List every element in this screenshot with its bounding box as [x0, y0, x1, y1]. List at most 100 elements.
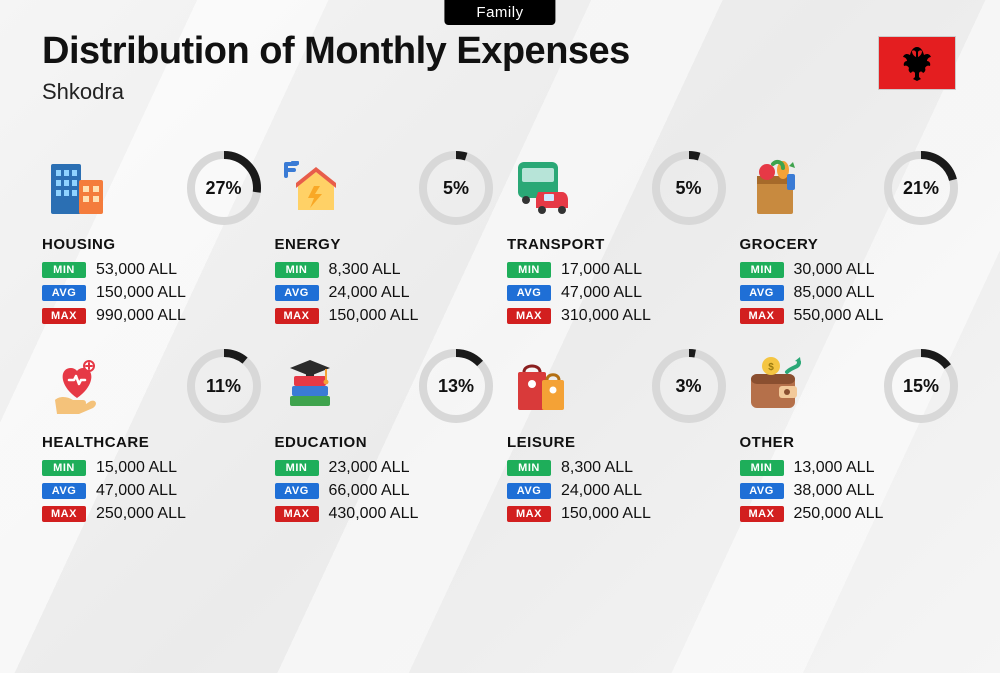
stat-avg-row: AVG 85,000 ALL — [740, 284, 959, 302]
stat-min-row: MIN 17,000 ALL — [507, 261, 726, 279]
stat-max-row: MAX 550,000 ALL — [740, 307, 959, 325]
avg-value: 66,000 ALL — [329, 482, 410, 500]
avg-tag: AVG — [42, 483, 86, 499]
stat-min-row: MIN 15,000 ALL — [42, 459, 261, 477]
max-tag: MAX — [507, 506, 551, 522]
percent-donut: 5% — [652, 151, 726, 225]
min-tag: MIN — [275, 262, 319, 278]
percent-donut: 5% — [419, 151, 493, 225]
category-name: GROCERY — [740, 236, 959, 253]
avg-tag: AVG — [740, 483, 784, 499]
grocery-bag-icon — [740, 153, 810, 223]
percent-donut: 21% — [884, 151, 958, 225]
stat-min-row: MIN 23,000 ALL — [275, 459, 494, 477]
percent-label: 5% — [419, 151, 493, 225]
max-tag: MAX — [740, 506, 784, 522]
min-tag: MIN — [507, 460, 551, 476]
stat-avg-row: AVG 47,000 ALL — [42, 482, 261, 500]
stat-avg-row: AVG 66,000 ALL — [275, 482, 494, 500]
category-name: LEISURE — [507, 434, 726, 451]
max-value: 990,000 ALL — [96, 307, 186, 325]
percent-label: 3% — [652, 349, 726, 423]
max-tag: MAX — [42, 506, 86, 522]
stat-max-row: MAX 250,000 ALL — [740, 505, 959, 523]
max-tag: MAX — [275, 506, 319, 522]
percent-label: 11% — [187, 349, 261, 423]
max-value: 250,000 ALL — [96, 505, 186, 523]
stat-avg-row: AVG 47,000 ALL — [507, 284, 726, 302]
avg-value: 85,000 ALL — [794, 284, 875, 302]
avg-tag: AVG — [740, 285, 784, 301]
stat-avg-row: AVG 24,000 ALL — [507, 482, 726, 500]
category-card-transport: 5% TRANSPORT MIN 17,000 ALL AVG 47,000 A… — [507, 150, 726, 330]
energy-house-icon — [275, 153, 345, 223]
stat-min-row: MIN 8,300 ALL — [275, 261, 494, 279]
stat-avg-row: AVG 24,000 ALL — [275, 284, 494, 302]
min-tag: MIN — [507, 262, 551, 278]
category-card-healthcare: 11% HEALTHCARE MIN 15,000 ALL AVG 47,000… — [42, 348, 261, 528]
max-value: 150,000 ALL — [561, 505, 651, 523]
min-value: 53,000 ALL — [96, 261, 177, 279]
books-cap-icon — [275, 351, 345, 421]
heart-hand-icon — [42, 351, 112, 421]
max-tag: MAX — [507, 308, 551, 324]
max-tag: MAX — [42, 308, 86, 324]
stat-avg-row: AVG 150,000 ALL — [42, 284, 261, 302]
max-value: 250,000 ALL — [794, 505, 884, 523]
wallet-icon: $ — [740, 351, 810, 421]
stat-max-row: MAX 150,000 ALL — [507, 505, 726, 523]
percent-donut: 11% — [187, 349, 261, 423]
percent-label: 27% — [187, 151, 261, 225]
category-card-energy: 5% ENERGY MIN 8,300 ALL AVG 24,000 ALL M… — [275, 150, 494, 330]
min-value: 8,300 ALL — [329, 261, 401, 279]
category-name: HOUSING — [42, 236, 261, 253]
percent-label: 15% — [884, 349, 958, 423]
stat-max-row: MAX 250,000 ALL — [42, 505, 261, 523]
avg-value: 38,000 ALL — [794, 482, 875, 500]
bus-car-icon — [507, 153, 577, 223]
category-name: ENERGY — [275, 236, 494, 253]
stat-min-row: MIN 30,000 ALL — [740, 261, 959, 279]
category-card-leisure: 3% LEISURE MIN 8,300 ALL AVG 24,000 ALL … — [507, 348, 726, 528]
percent-donut: 27% — [187, 151, 261, 225]
min-value: 13,000 ALL — [794, 459, 875, 477]
buildings-icon — [42, 153, 112, 223]
percent-donut: 15% — [884, 349, 958, 423]
percent-label: 21% — [884, 151, 958, 225]
category-name: OTHER — [740, 434, 959, 451]
min-value: 30,000 ALL — [794, 261, 875, 279]
category-card-education: 13% EDUCATION MIN 23,000 ALL AVG 66,000 … — [275, 348, 494, 528]
min-value: 23,000 ALL — [329, 459, 410, 477]
avg-tag: AVG — [507, 483, 551, 499]
stat-max-row: MAX 310,000 ALL — [507, 307, 726, 325]
svg-text:$: $ — [768, 362, 774, 373]
shopping-bags-icon — [507, 351, 577, 421]
min-tag: MIN — [740, 262, 784, 278]
stat-min-row: MIN 53,000 ALL — [42, 261, 261, 279]
category-card-housing: 27% HOUSING MIN 53,000 ALL AVG 150,000 A… — [42, 150, 261, 330]
percent-donut: 13% — [419, 349, 493, 423]
avg-value: 24,000 ALL — [561, 482, 642, 500]
categories-grid: 27% HOUSING MIN 53,000 ALL AVG 150,000 A… — [42, 150, 958, 528]
percent-label: 13% — [419, 349, 493, 423]
min-tag: MIN — [42, 262, 86, 278]
max-value: 550,000 ALL — [794, 307, 884, 325]
avg-tag: AVG — [507, 285, 551, 301]
avg-tag: AVG — [275, 285, 319, 301]
max-value: 310,000 ALL — [561, 307, 651, 325]
max-value: 430,000 ALL — [329, 505, 419, 523]
max-value: 150,000 ALL — [329, 307, 419, 325]
header: Distribution of Monthly Expenses Shkodra — [42, 30, 958, 105]
albania-flag-icon — [878, 36, 956, 90]
percent-donut: 3% — [652, 349, 726, 423]
percent-label: 5% — [652, 151, 726, 225]
stat-max-row: MAX 150,000 ALL — [275, 307, 494, 325]
page-title: Distribution of Monthly Expenses — [42, 30, 958, 73]
min-tag: MIN — [740, 460, 784, 476]
min-value: 15,000 ALL — [96, 459, 177, 477]
stat-avg-row: AVG 38,000 ALL — [740, 482, 959, 500]
stat-min-row: MIN 8,300 ALL — [507, 459, 726, 477]
avg-value: 47,000 ALL — [96, 482, 177, 500]
avg-tag: AVG — [42, 285, 86, 301]
avg-value: 47,000 ALL — [561, 284, 642, 302]
